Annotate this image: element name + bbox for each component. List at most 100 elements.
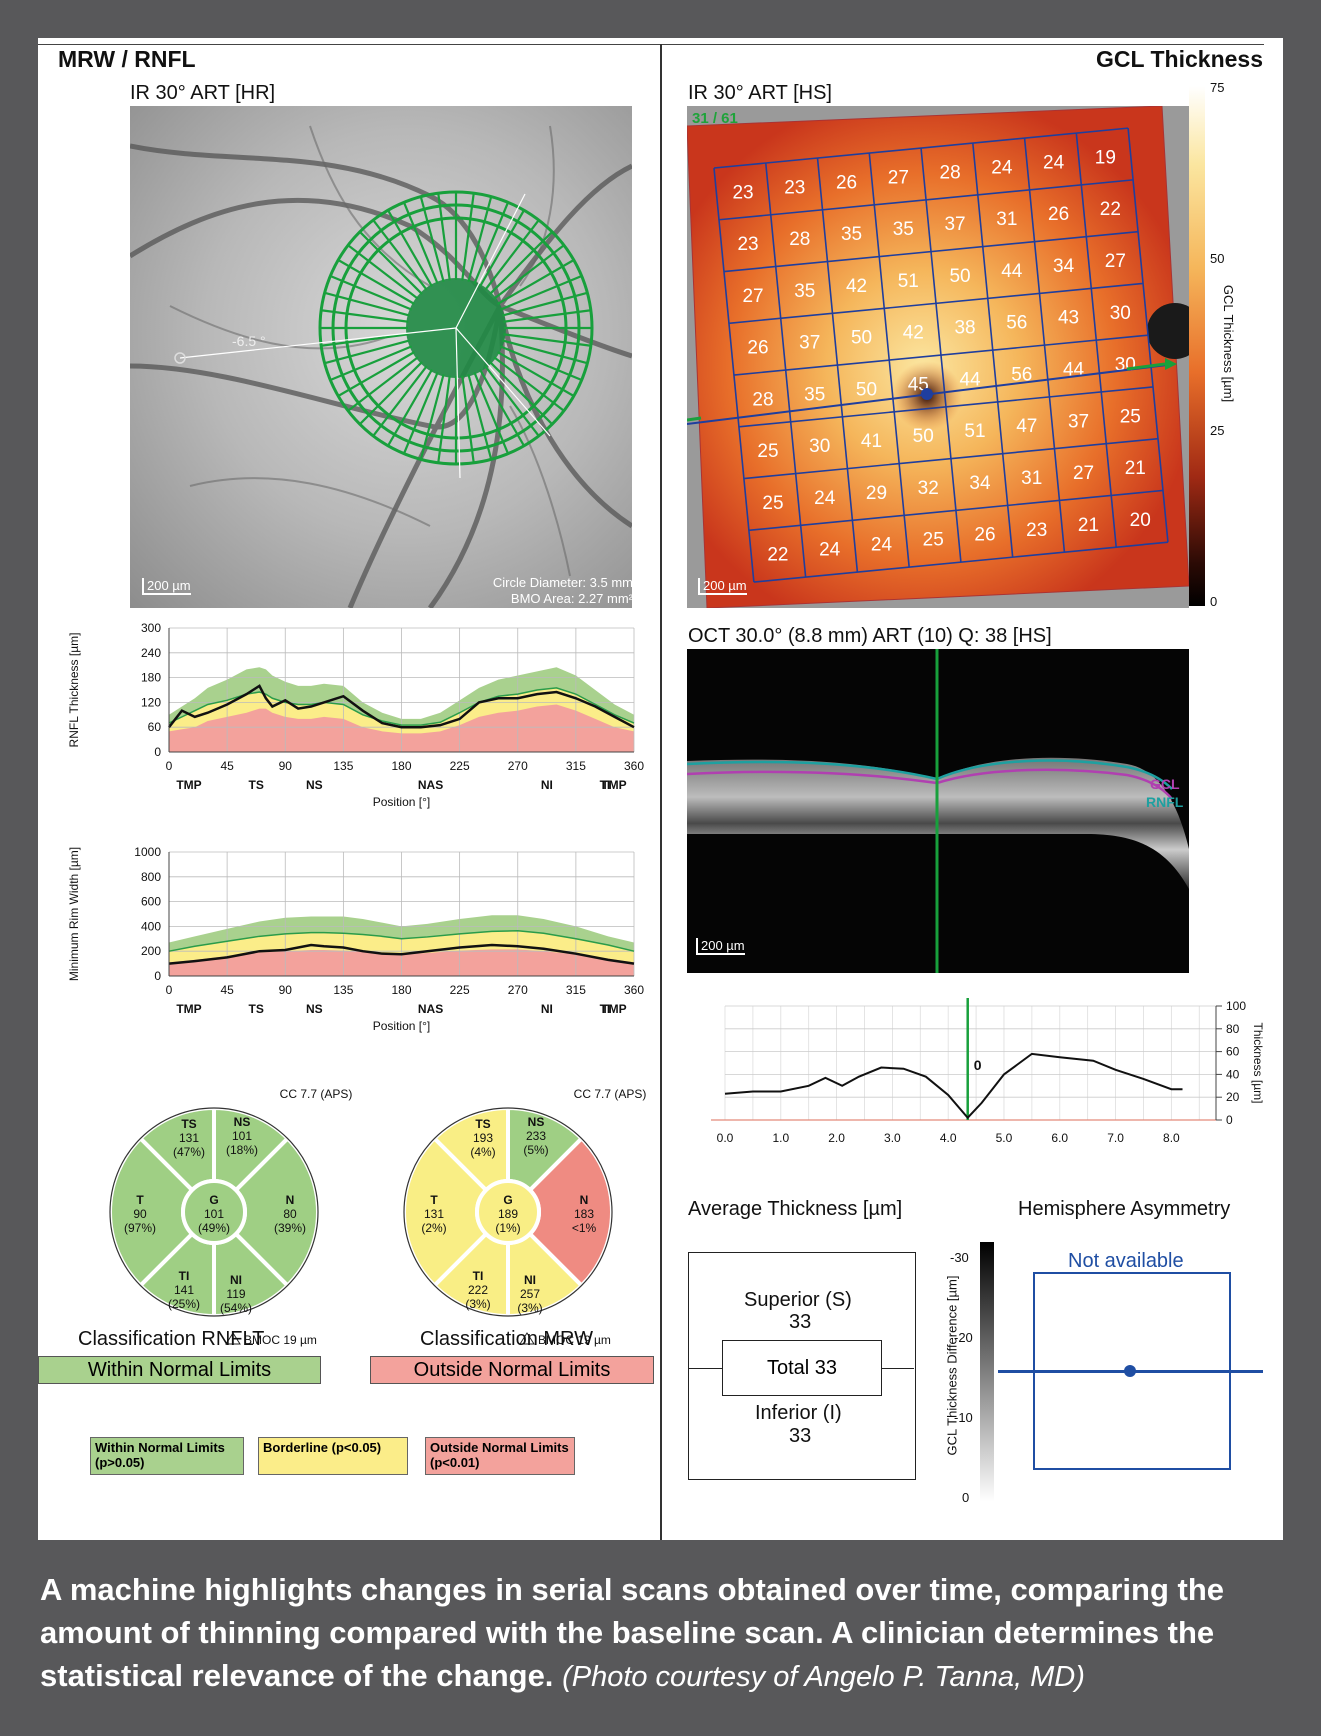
gcl-grid-value: 35 (794, 281, 815, 302)
y-tick-label: 200 (141, 944, 161, 958)
sector-pct-ni: (54%) (220, 1301, 252, 1315)
x-tick-label: 4.0 (940, 1131, 957, 1145)
superior-label: Superior (S) (744, 1289, 852, 1311)
y-tick-label: 100 (1226, 999, 1246, 1013)
scan-spoke (372, 365, 428, 437)
sector-label: NI (541, 1002, 553, 1016)
marker-label: 0 (974, 1057, 982, 1073)
y-tick-label: 300 (141, 621, 161, 635)
scan-spoke (437, 193, 451, 281)
scan-spoke (324, 291, 410, 317)
y-axis-label: Thickness [µm] (1251, 1023, 1265, 1104)
scan-spoke (473, 201, 510, 285)
gcl-grid-value: 31 (996, 209, 1017, 230)
gcl-grid-value: 56 (1006, 313, 1027, 334)
gcl-grid-value: 19 (1095, 147, 1116, 168)
scan-spoke (461, 375, 475, 463)
y-tick-label: 400 (141, 919, 161, 933)
scan-spoke (489, 231, 553, 295)
colorbar-label: GCL Thickness [µm] (1221, 284, 1237, 403)
x-tick-label: 5.0 (996, 1131, 1013, 1145)
scan-spoke (493, 356, 565, 412)
gcl-grid-value: 47 (1016, 416, 1037, 437)
sector-value-ni: 257 (520, 1287, 540, 1301)
y-tick-label: 80 (1226, 1022, 1240, 1036)
delta-icon (519, 1332, 535, 1345)
x-tick-label: 90 (279, 983, 293, 997)
bmoc-label: BMOC 19 µm (244, 1333, 317, 1347)
y-tick-label: 600 (141, 895, 161, 909)
sector-label: TMP (601, 1002, 626, 1016)
sector-value-ti: 141 (174, 1283, 194, 1297)
scan-spoke (484, 219, 540, 291)
gcl-grid-value: 41 (861, 431, 882, 452)
sector-pct-ni: (3%) (517, 1301, 542, 1315)
scan-spoke (321, 309, 409, 323)
sector-name-ts: TS (181, 1117, 196, 1131)
scan-spoke (347, 244, 419, 300)
scan-spoke (372, 219, 428, 291)
sector-name-ni: NI (230, 1273, 242, 1287)
sector-name-g: G (503, 1193, 512, 1207)
x-tick-label: 6.0 (1051, 1131, 1068, 1145)
scan-spoke (337, 351, 415, 397)
y-tick-label: 60 (148, 720, 162, 734)
gcl-grid-value: 50 (913, 426, 934, 447)
cc-label: CC 7.7 (APS) (280, 1087, 353, 1101)
gcl-colorbar (1189, 86, 1205, 606)
gcl-grid-value: 31 (1021, 468, 1042, 489)
sector-value-t: 90 (133, 1207, 147, 1221)
gcl-grid-value: 30 (1115, 355, 1136, 376)
y-tick-label: 180 (141, 671, 161, 685)
sector-name-n: N (580, 1193, 589, 1207)
gcl-grid-value: 26 (836, 172, 857, 193)
sector-label: TI (600, 778, 611, 792)
oct-scale: 200 µm (696, 938, 745, 955)
x-tick-label: 0 (166, 983, 173, 997)
total-value: Total 33 (766, 1357, 838, 1379)
sector-value-ns: 233 (526, 1129, 546, 1143)
scan-spoke (329, 274, 413, 311)
sector-label: TMP (176, 1002, 201, 1016)
average-line-left (688, 1368, 722, 1369)
x-tick-label: 270 (508, 983, 528, 997)
oct-label: OCT 30.0° (8.8 mm) ART (10) Q: 38 [HS] (688, 625, 1052, 647)
scan-spoke (484, 365, 540, 437)
y-tick-label: 800 (141, 870, 161, 884)
sector-label: NS (306, 778, 323, 792)
average-box (688, 1252, 916, 1480)
x-tick-label: 90 (279, 759, 293, 773)
normative-mean-line (168, 929, 635, 952)
y-tick-label: 20 (1226, 1090, 1240, 1104)
gcl-grid-value: 35 (804, 384, 825, 405)
gcl-grid-value: 50 (856, 379, 877, 400)
pie-outline (109, 1107, 319, 1317)
gcl-grid-value: 38 (954, 318, 975, 339)
sector-value-n: 183 (574, 1207, 594, 1221)
sector-value-g: 189 (498, 1207, 518, 1221)
gcl-grid-value: 23 (784, 177, 805, 198)
fundus-label: IR 30° ART [HR] (130, 82, 276, 104)
sector-name-ts: TS (475, 1117, 490, 1131)
scan-spoke (493, 244, 565, 300)
gcl-grid-value: 51 (964, 421, 985, 442)
sector-pct-ti: (3%) (465, 1297, 490, 1311)
hemi-tick-0: 0 (962, 1490, 970, 1505)
gcl-grid-value: 44 (959, 369, 981, 390)
colorbar-tick-0: 0 (1210, 594, 1218, 609)
gcl-grid-value: 35 (893, 219, 914, 240)
x-axis-label: Position [°] (373, 1019, 431, 1033)
gcl-grid-value: 34 (1053, 256, 1075, 277)
gcl-grid-value: 44 (1001, 261, 1023, 282)
sector-value-n: 80 (283, 1207, 297, 1221)
sector-name-ti: TI (473, 1269, 484, 1283)
x-tick-label: 360 (624, 759, 644, 773)
gcl-grid-value: 23 (1026, 520, 1047, 541)
gcl-grid-value: 42 (903, 323, 924, 344)
gcl-grid-line (972, 143, 1014, 558)
colorbar-tick-75: 75 (1210, 80, 1225, 95)
hemisphere-dot (1124, 1365, 1136, 1377)
sector-value-ts: 193 (473, 1131, 493, 1145)
mrw-classification-title: Classification MRW (420, 1328, 593, 1350)
sector-name-n: N (286, 1193, 295, 1207)
